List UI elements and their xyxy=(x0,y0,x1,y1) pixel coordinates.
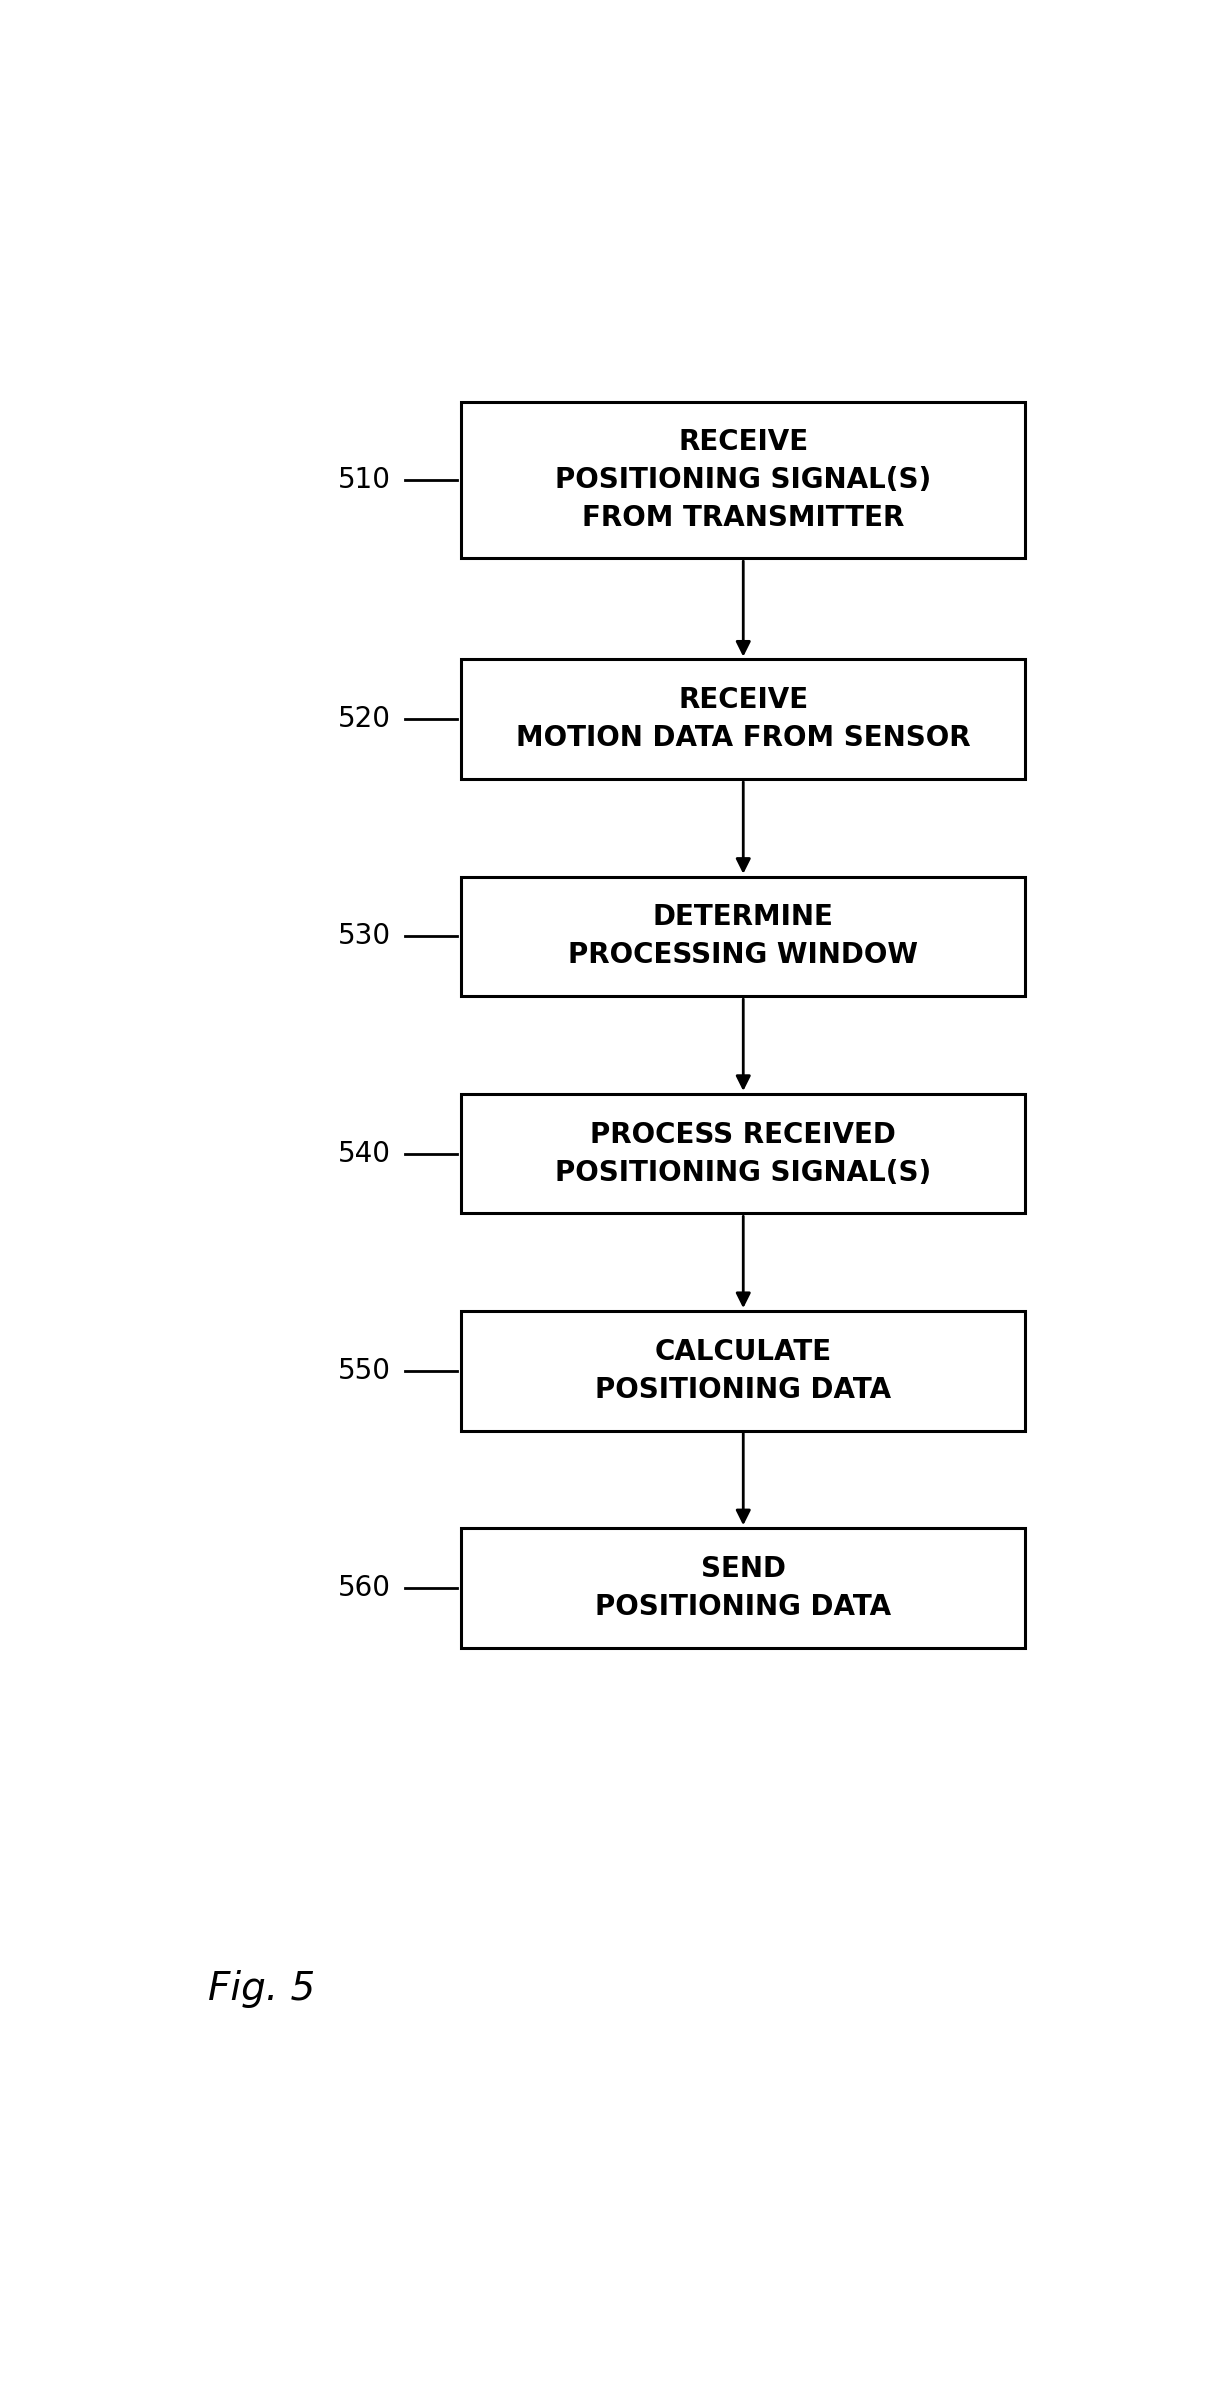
Text: Fig. 5: Fig. 5 xyxy=(208,1969,315,2008)
Text: RECEIVE
POSITIONING SIGNAL(S)
FROM TRANSMITTER: RECEIVE POSITIONING SIGNAL(S) FROM TRANS… xyxy=(555,428,931,533)
Text: RECEIVE
MOTION DATA FROM SENSOR: RECEIVE MOTION DATA FROM SENSOR xyxy=(516,686,971,753)
Text: 550: 550 xyxy=(338,1358,391,1384)
Text: SEND
POSITIONING DATA: SEND POSITIONING DATA xyxy=(595,1556,891,1620)
Text: DETERMINE
PROCESSING WINDOW: DETERMINE PROCESSING WINDOW xyxy=(568,903,919,970)
Text: 520: 520 xyxy=(338,705,391,734)
FancyBboxPatch shape xyxy=(462,1095,1025,1214)
FancyBboxPatch shape xyxy=(462,1527,1025,1647)
FancyBboxPatch shape xyxy=(462,402,1025,559)
FancyBboxPatch shape xyxy=(462,1312,1025,1432)
FancyBboxPatch shape xyxy=(462,660,1025,779)
Text: 510: 510 xyxy=(338,466,391,495)
FancyBboxPatch shape xyxy=(462,877,1025,997)
Text: 560: 560 xyxy=(338,1575,391,1601)
Text: PROCESS RECEIVED
POSITIONING SIGNAL(S): PROCESS RECEIVED POSITIONING SIGNAL(S) xyxy=(555,1121,931,1185)
Text: 530: 530 xyxy=(338,923,391,951)
Text: 540: 540 xyxy=(338,1140,391,1169)
Text: CALCULATE
POSITIONING DATA: CALCULATE POSITIONING DATA xyxy=(595,1338,891,1403)
